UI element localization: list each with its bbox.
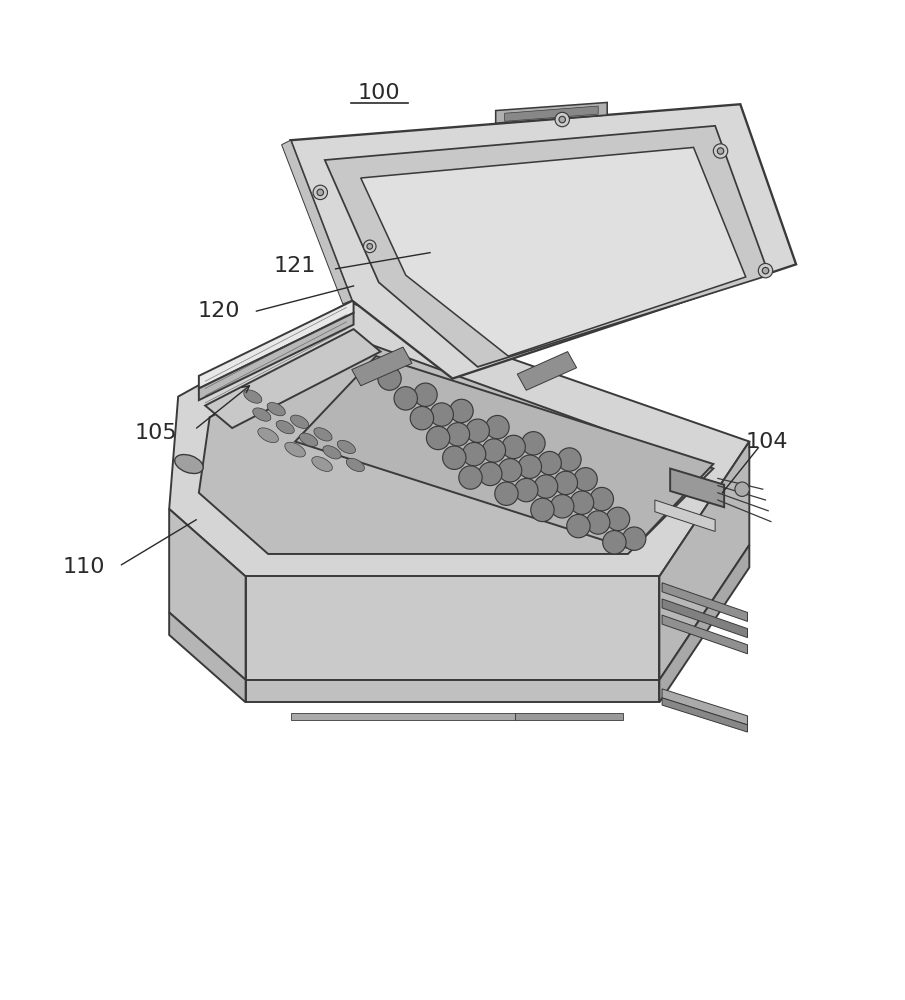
Circle shape: [559, 116, 566, 123]
Circle shape: [446, 423, 470, 446]
Circle shape: [550, 495, 574, 518]
Circle shape: [317, 189, 323, 196]
Circle shape: [570, 491, 594, 514]
Circle shape: [482, 439, 506, 462]
Polygon shape: [660, 442, 749, 680]
Ellipse shape: [252, 408, 271, 421]
Circle shape: [426, 426, 450, 450]
Text: 110: 110: [62, 557, 105, 577]
Circle shape: [414, 383, 437, 406]
Polygon shape: [205, 329, 380, 428]
Circle shape: [534, 475, 557, 498]
Circle shape: [495, 482, 519, 505]
Polygon shape: [660, 545, 749, 702]
Circle shape: [590, 487, 614, 511]
Polygon shape: [169, 509, 245, 680]
Polygon shape: [518, 352, 576, 390]
Polygon shape: [199, 340, 713, 554]
Circle shape: [459, 466, 482, 489]
Ellipse shape: [267, 403, 285, 416]
Circle shape: [586, 511, 610, 534]
Polygon shape: [662, 599, 748, 638]
Polygon shape: [291, 713, 516, 720]
Polygon shape: [671, 469, 724, 507]
Circle shape: [758, 263, 773, 278]
Circle shape: [410, 406, 433, 430]
Circle shape: [313, 185, 328, 200]
Circle shape: [450, 399, 473, 423]
Circle shape: [479, 462, 502, 486]
Circle shape: [623, 527, 646, 550]
Circle shape: [466, 419, 490, 442]
Ellipse shape: [347, 458, 365, 472]
Polygon shape: [245, 576, 660, 680]
Circle shape: [554, 471, 577, 495]
Circle shape: [762, 267, 768, 274]
Circle shape: [430, 403, 453, 426]
Ellipse shape: [258, 428, 279, 443]
Circle shape: [519, 455, 541, 478]
Polygon shape: [662, 583, 748, 621]
Ellipse shape: [314, 428, 332, 441]
Circle shape: [557, 448, 581, 471]
Polygon shape: [169, 302, 749, 576]
Circle shape: [555, 112, 569, 127]
Polygon shape: [662, 615, 748, 654]
Circle shape: [567, 514, 590, 538]
Circle shape: [538, 451, 561, 475]
Polygon shape: [291, 104, 796, 379]
Text: 104: 104: [746, 432, 788, 452]
Ellipse shape: [175, 455, 204, 474]
Circle shape: [378, 367, 401, 390]
Text: 105: 105: [134, 423, 177, 443]
Text: 120: 120: [197, 301, 240, 321]
Circle shape: [499, 459, 522, 482]
Polygon shape: [352, 347, 412, 386]
Polygon shape: [169, 612, 245, 702]
Polygon shape: [662, 689, 748, 725]
Circle shape: [515, 478, 538, 502]
Circle shape: [574, 468, 597, 491]
Circle shape: [462, 442, 486, 466]
Ellipse shape: [285, 442, 305, 457]
Circle shape: [364, 240, 376, 253]
Polygon shape: [655, 500, 715, 531]
Circle shape: [443, 446, 466, 469]
Circle shape: [367, 244, 373, 249]
Ellipse shape: [300, 433, 318, 446]
Ellipse shape: [323, 446, 341, 459]
Polygon shape: [281, 140, 352, 304]
Polygon shape: [361, 147, 746, 356]
Circle shape: [394, 387, 417, 410]
Polygon shape: [505, 106, 598, 121]
Circle shape: [530, 498, 554, 522]
Polygon shape: [295, 356, 713, 549]
Polygon shape: [662, 698, 748, 732]
Polygon shape: [199, 300, 354, 388]
Ellipse shape: [312, 457, 332, 471]
Ellipse shape: [276, 420, 294, 434]
Text: 100: 100: [357, 83, 400, 103]
Polygon shape: [245, 680, 660, 702]
Circle shape: [502, 435, 526, 459]
Circle shape: [718, 148, 724, 154]
Text: 121: 121: [274, 256, 316, 276]
Ellipse shape: [243, 390, 262, 403]
Polygon shape: [325, 126, 769, 367]
Circle shape: [713, 144, 728, 158]
Polygon shape: [199, 313, 354, 400]
Ellipse shape: [338, 440, 356, 454]
Polygon shape: [516, 713, 624, 720]
Polygon shape: [496, 102, 607, 123]
Circle shape: [606, 507, 630, 531]
Circle shape: [603, 531, 626, 554]
Circle shape: [486, 415, 510, 439]
Ellipse shape: [291, 415, 309, 428]
Circle shape: [735, 482, 749, 496]
Circle shape: [522, 432, 545, 455]
